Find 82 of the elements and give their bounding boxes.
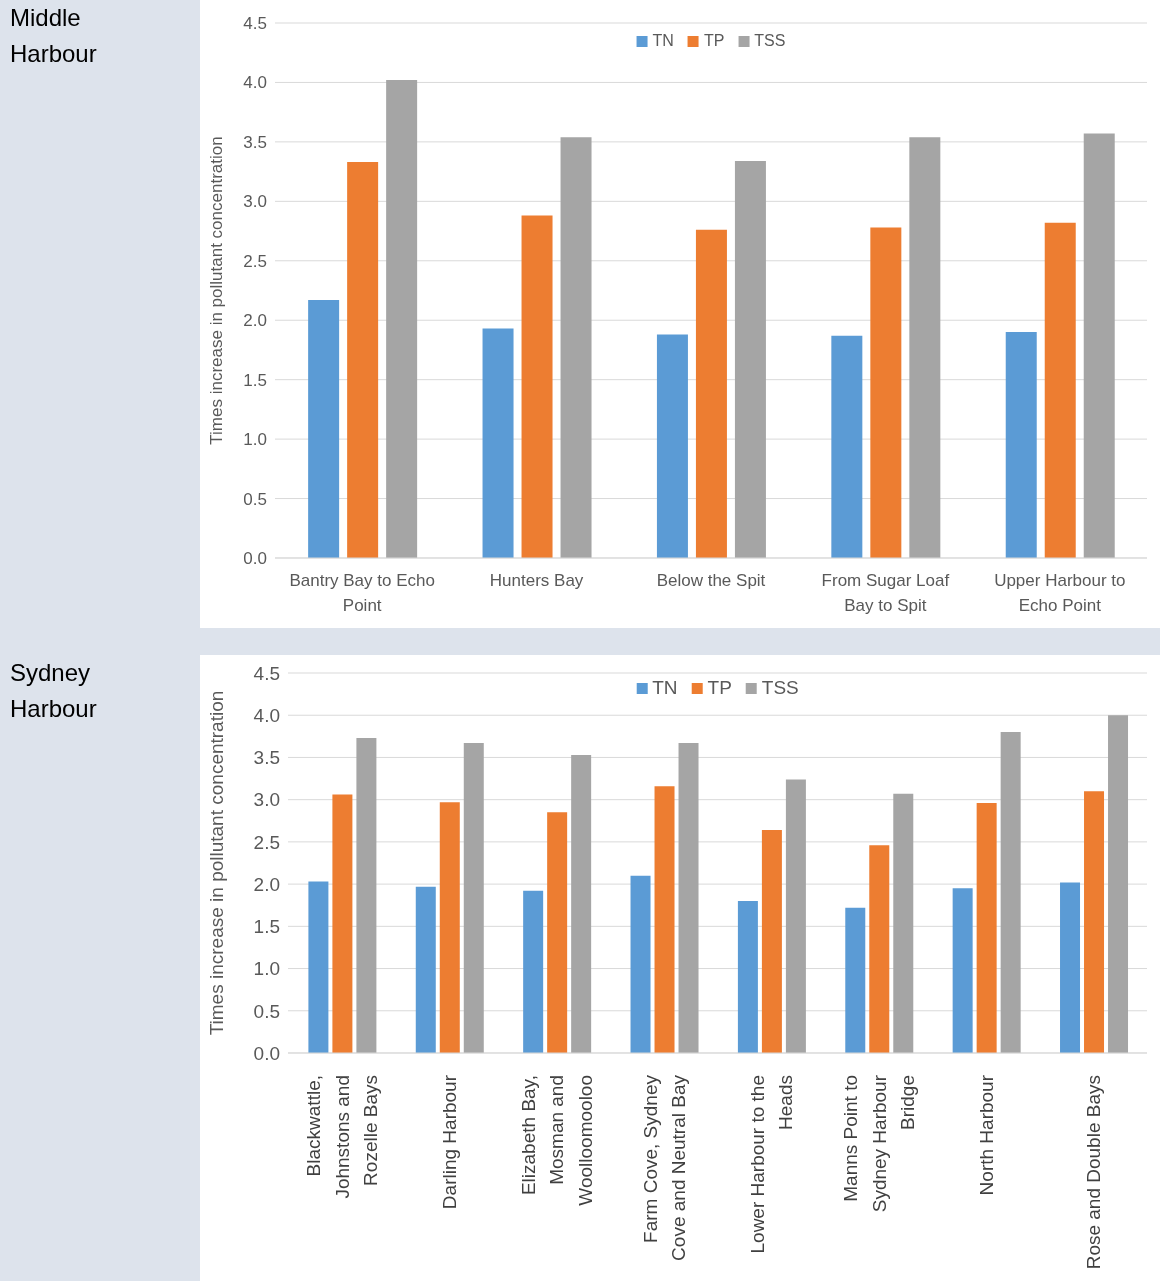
bar bbox=[482, 328, 514, 558]
x-tick-label: Upper Harbour to Echo Point bbox=[994, 571, 1126, 615]
y-tick-label: 3.5 bbox=[243, 132, 267, 152]
bar bbox=[870, 227, 902, 558]
x-tick-label: Rose and Double Bays bbox=[1082, 1075, 1104, 1270]
bar bbox=[976, 803, 997, 1053]
y-tick-label: 1.5 bbox=[253, 916, 280, 938]
bar bbox=[547, 812, 568, 1053]
bar bbox=[356, 738, 377, 1053]
bar bbox=[737, 901, 758, 1053]
bar bbox=[893, 793, 914, 1053]
bar bbox=[678, 743, 699, 1053]
bar bbox=[415, 886, 436, 1053]
x-tick-label: Bantry Bay to Echo Point bbox=[289, 571, 435, 615]
y-tick-label: 0.0 bbox=[253, 1042, 280, 1064]
bar bbox=[521, 215, 553, 558]
legend-label: TSS bbox=[761, 677, 799, 699]
y-tick-label: 3.0 bbox=[243, 192, 267, 212]
bar bbox=[1084, 791, 1105, 1053]
bar bbox=[1083, 133, 1115, 558]
bar bbox=[1044, 222, 1076, 558]
y-tick-label: 1.0 bbox=[243, 430, 267, 450]
x-tick-label: Elizabeth Bay, Mosman and Woolloomooloo bbox=[517, 1075, 596, 1206]
y-tick-label: 3.0 bbox=[253, 789, 280, 811]
bar bbox=[1108, 715, 1129, 1053]
y-tick-label: 0.5 bbox=[243, 489, 267, 509]
x-tick-label: Darling Harbour bbox=[438, 1074, 460, 1210]
legend-label: TN bbox=[652, 32, 674, 50]
bar bbox=[845, 907, 866, 1053]
y-tick-label: 3.5 bbox=[253, 747, 280, 769]
x-tick-label: North Harbour bbox=[975, 1074, 997, 1196]
x-tick-label: Lower Harbour to the Heads bbox=[746, 1075, 796, 1254]
y-tick-label: 4.0 bbox=[253, 704, 280, 726]
bar bbox=[308, 300, 340, 558]
y-tick-label: 4.5 bbox=[253, 662, 280, 684]
text: Middle Harbour bbox=[10, 4, 97, 67]
y-tick-label: 2.5 bbox=[253, 831, 280, 853]
x-tick-label: Hunters Bay bbox=[489, 571, 584, 590]
bar bbox=[869, 845, 890, 1053]
bar bbox=[308, 881, 329, 1053]
y-tick-label: 2.0 bbox=[243, 311, 267, 331]
x-tick-label: Blackwattle, Johnstons and Rozelle Bays bbox=[302, 1075, 381, 1199]
y-tick-label: 1.5 bbox=[243, 370, 267, 390]
text: Sydney Harbour bbox=[10, 659, 97, 722]
legend-label: TSS bbox=[754, 32, 786, 50]
bar bbox=[523, 890, 544, 1053]
y-tick-label: 0.5 bbox=[253, 1000, 280, 1022]
y-tick-label: 2.5 bbox=[243, 251, 267, 271]
bar bbox=[785, 779, 806, 1053]
legend-label: TP bbox=[703, 32, 725, 50]
x-tick-label: Below the Spit bbox=[656, 571, 766, 590]
bar bbox=[571, 754, 592, 1053]
legend-label: TN bbox=[652, 677, 678, 699]
y-tick-label: 4.5 bbox=[243, 14, 267, 34]
bar bbox=[761, 830, 782, 1053]
bar bbox=[1005, 332, 1037, 558]
bar bbox=[695, 229, 727, 558]
bar bbox=[386, 80, 418, 558]
bar bbox=[347, 162, 379, 558]
y-axis-title: Times increase in pollutant concentration bbox=[205, 690, 227, 1036]
bar bbox=[560, 137, 592, 558]
bar bbox=[630, 875, 651, 1053]
bar bbox=[439, 802, 460, 1053]
bar bbox=[1000, 732, 1021, 1053]
x-tick-label: From Sugar Loaf Bay to Spit bbox=[821, 571, 950, 615]
y-tick-label: 0.0 bbox=[243, 549, 267, 569]
bar bbox=[734, 160, 766, 558]
y-tick-label: 4.0 bbox=[243, 73, 267, 93]
bar bbox=[1060, 882, 1081, 1053]
bar bbox=[654, 786, 675, 1053]
y-tick-label: 1.0 bbox=[253, 958, 280, 980]
y-tick-label: 2.0 bbox=[253, 873, 280, 895]
bar bbox=[952, 888, 973, 1053]
x-tick-label: Manns Point to Sydney Harbour Bridge bbox=[839, 1074, 918, 1213]
bar bbox=[909, 137, 941, 558]
legend-label: TP bbox=[707, 677, 732, 699]
bar bbox=[656, 334, 688, 558]
bar bbox=[332, 794, 353, 1053]
bar bbox=[463, 743, 484, 1053]
bar bbox=[831, 335, 863, 558]
y-axis-title: Times increase in pollutant concentration bbox=[207, 136, 227, 445]
x-tick-label: Farm Cove, Sydney Cove and Neutral Bay bbox=[639, 1074, 689, 1261]
